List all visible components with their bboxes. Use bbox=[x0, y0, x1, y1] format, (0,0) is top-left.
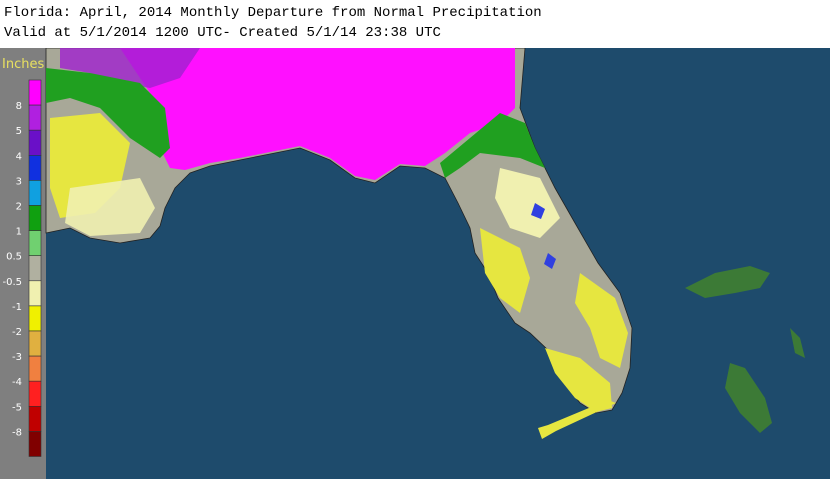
legend-label: 8 bbox=[16, 101, 22, 112]
legend-swatch bbox=[28, 155, 42, 181]
legend-swatch bbox=[28, 79, 42, 106]
legend-label: -2 bbox=[12, 327, 22, 338]
legend-swatch bbox=[28, 380, 42, 407]
map-title: Florida: April, 2014 Monthly Departure f… bbox=[4, 5, 542, 21]
legend-label: -8 bbox=[12, 427, 22, 438]
legend-label: 4 bbox=[16, 151, 22, 162]
legend-label: 1 bbox=[16, 227, 22, 238]
legend-label: 5 bbox=[16, 126, 22, 137]
legend-swatch bbox=[28, 255, 42, 282]
legend-label: -4 bbox=[12, 377, 22, 388]
map: Inches 8 5 4 3 2 1 0.5 -0.5 -1 -2 -3 -4 -5 -8 bbox=[0, 48, 830, 479]
legend-swatch bbox=[28, 280, 42, 307]
dry-region bbox=[480, 228, 530, 313]
legend-label: 3 bbox=[16, 176, 22, 187]
wet-spot bbox=[531, 203, 545, 219]
wet-region bbox=[440, 113, 545, 178]
dry-region bbox=[575, 273, 628, 368]
legend-label: -1 bbox=[12, 302, 22, 313]
wet-region bbox=[46, 68, 170, 158]
legend-swatch bbox=[28, 355, 42, 382]
legend-label: 0.5 bbox=[6, 252, 22, 263]
bahamas bbox=[685, 266, 770, 298]
map-subtitle: Valid at 5/1/2014 1200 UTC- Created 5/1/… bbox=[4, 25, 441, 41]
legend-swatch bbox=[28, 205, 42, 231]
wet-region bbox=[120, 48, 515, 180]
wet-region bbox=[60, 48, 200, 88]
dry-region bbox=[65, 178, 155, 236]
legend-label: -0.5 bbox=[2, 277, 22, 288]
bahamas bbox=[790, 328, 805, 358]
legend-swatch bbox=[28, 330, 42, 357]
legend-label: -5 bbox=[12, 402, 22, 413]
legend-swatch bbox=[28, 230, 42, 257]
dry-region bbox=[495, 168, 560, 238]
legend: Inches 8 5 4 3 2 1 0.5 -0.5 -1 -2 -3 -4 -5 -8 bbox=[2, 57, 44, 457]
legend-swatch bbox=[28, 104, 42, 131]
wet-spot bbox=[544, 253, 556, 269]
legend-title: Inches bbox=[2, 57, 44, 72]
dry-region bbox=[545, 348, 612, 412]
legend-swatch bbox=[28, 405, 42, 432]
legend-swatch bbox=[28, 431, 42, 457]
legend-swatch bbox=[28, 180, 42, 206]
bahamas bbox=[725, 363, 772, 433]
legend-swatch bbox=[28, 305, 42, 332]
legend-label: -3 bbox=[12, 352, 22, 363]
keys bbox=[538, 400, 616, 439]
legend-label: 2 bbox=[16, 202, 22, 213]
legend-swatch bbox=[28, 129, 42, 156]
